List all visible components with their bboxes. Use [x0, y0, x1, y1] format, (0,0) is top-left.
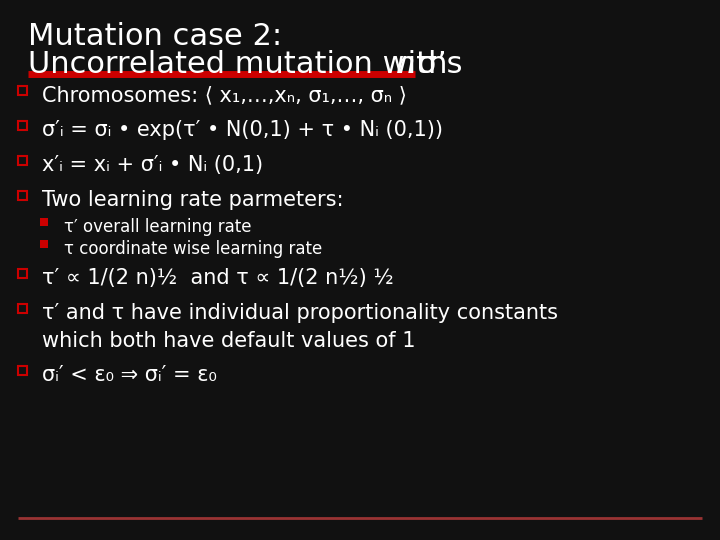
Text: σ′ᵢ = σᵢ • exp(τ′ • N(0,1) + τ • Nᵢ (0,1)): σ′ᵢ = σᵢ • exp(τ′ • N(0,1) + τ • Nᵢ (0,1…	[42, 120, 443, 140]
Text: Chromosomes: ⟨ x₁,…,xₙ, σ₁,…, σₙ ⟩: Chromosomes: ⟨ x₁,…,xₙ, σ₁,…, σₙ ⟩	[42, 85, 407, 105]
Text: n: n	[396, 50, 415, 79]
Text: Uncorrelated mutation with: Uncorrelated mutation with	[28, 50, 457, 79]
Text: σ’s: σ’s	[408, 50, 462, 79]
Bar	[18, 120, 27, 130]
Text: τ′ and τ have individual proportionality constants: τ′ and τ have individual proportionality…	[42, 303, 558, 323]
Text: σᵢ′ < ε₀ ⇒ σᵢ′ = ε₀: σᵢ′ < ε₀ ⇒ σᵢ′ = ε₀	[42, 365, 217, 385]
Text: τ coordinate wise learning rate: τ coordinate wise learning rate	[64, 240, 323, 258]
Text: Two learning rate parmeters:: Two learning rate parmeters:	[42, 190, 343, 210]
Text: which both have default values of 1: which both have default values of 1	[42, 331, 415, 351]
Bar	[18, 303, 27, 313]
Bar	[18, 268, 27, 278]
Bar	[18, 366, 27, 375]
Bar	[18, 156, 27, 165]
Text: x′ᵢ = xᵢ + σ′ᵢ • Nᵢ (0,1): x′ᵢ = xᵢ + σ′ᵢ • Nᵢ (0,1)	[42, 155, 263, 175]
Text: τ′ ∝ 1/(2 n)½  and τ ∝ 1/(2 n½) ½: τ′ ∝ 1/(2 n)½ and τ ∝ 1/(2 n½) ½	[42, 268, 394, 288]
Bar	[40, 240, 48, 248]
Text: τ′ overall learning rate: τ′ overall learning rate	[64, 218, 251, 236]
Bar	[18, 85, 27, 94]
Text: Mutation case 2:: Mutation case 2:	[28, 22, 282, 51]
Bar	[40, 218, 48, 226]
Bar	[18, 191, 27, 199]
